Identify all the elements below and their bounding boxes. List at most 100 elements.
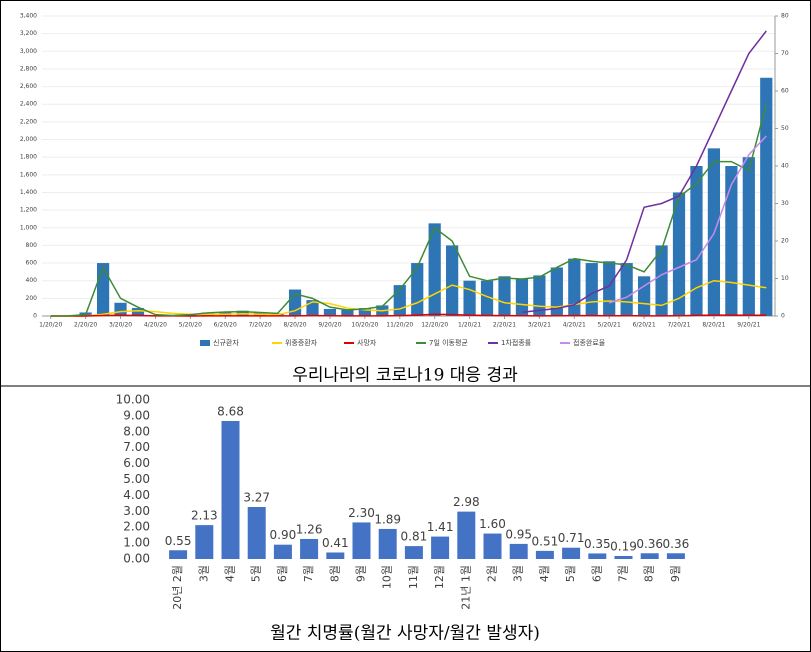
bar xyxy=(96,263,110,316)
value-label: 0.51 xyxy=(532,534,559,548)
x-tick-label: 4월 xyxy=(224,565,237,582)
bar xyxy=(457,511,476,559)
x-tick-label: 3/20/20 xyxy=(109,322,132,329)
value-label: 1.60 xyxy=(479,517,506,531)
y-tick-label: 1,000 xyxy=(20,224,37,231)
x-tick-label: 10/20/20 xyxy=(351,322,378,329)
y2-tick-label: 40 xyxy=(781,163,789,170)
x-tick-label: 2/20/21 xyxy=(493,322,516,329)
legend-label: 접종완료율 xyxy=(573,339,606,347)
y-tick-label: 1,400 xyxy=(20,189,37,196)
y-tick-label: 9.00 xyxy=(123,408,150,422)
x-tick-label: 1/20/20 xyxy=(39,322,62,329)
legend-label: 7일 이동평균 xyxy=(429,338,468,347)
x-tick-label: 12/20/20 xyxy=(421,322,448,329)
value-label: 0.19 xyxy=(610,539,637,553)
bar xyxy=(614,555,633,559)
y-tick-label: 200 xyxy=(26,295,38,302)
bar xyxy=(131,308,145,316)
value-label: 0.36 xyxy=(663,537,690,551)
x-tick-label: 8월 xyxy=(643,565,656,582)
bar xyxy=(690,166,703,316)
bar xyxy=(550,267,563,316)
bar xyxy=(666,553,685,559)
x-tick-label: 10월 xyxy=(381,565,394,589)
bar xyxy=(535,550,554,559)
y-tick-label: 1,600 xyxy=(20,171,37,178)
bar xyxy=(352,522,371,559)
value-label: 0.90 xyxy=(270,528,297,542)
x-tick-label: 5/20/21 xyxy=(598,322,621,329)
value-label: 3.27 xyxy=(243,491,270,505)
x-tick-label: 9월 xyxy=(669,565,682,582)
x-tick-label: 20년 2월 xyxy=(171,565,184,610)
x-tick-label: 7/20/20 xyxy=(249,322,272,329)
x-tick-label: 3월 xyxy=(512,565,525,582)
bar xyxy=(169,550,188,559)
x-tick-label: 9월 xyxy=(355,565,368,582)
x-tick-label: 8/20/21 xyxy=(702,322,725,329)
bar xyxy=(568,258,581,316)
bar xyxy=(562,547,581,559)
x-tick-label: 9/20/21 xyxy=(737,322,760,329)
value-label: 0.35 xyxy=(584,537,611,551)
x-tick-label: 2/20/20 xyxy=(74,322,97,329)
y-tick-label: 4.00 xyxy=(123,488,150,502)
x-tick-label: 4월 xyxy=(538,565,551,582)
bar xyxy=(620,263,633,316)
y-tick-label: 0.00 xyxy=(123,552,150,566)
value-label: 1.41 xyxy=(427,520,454,534)
x-tick-label: 3월 xyxy=(197,565,210,582)
bar xyxy=(247,507,266,559)
bar xyxy=(358,308,371,316)
value-label: 2.13 xyxy=(191,509,218,523)
line xyxy=(50,104,767,317)
y2-tick-label: 80 xyxy=(781,13,789,20)
x-tick-label: 5/20/20 xyxy=(179,322,202,329)
y2-tick-label: 30 xyxy=(781,200,789,207)
bar xyxy=(640,553,659,559)
y2-tick-label: 70 xyxy=(781,50,789,57)
line xyxy=(50,279,767,317)
line xyxy=(521,30,767,313)
y-tick-label: 2,600 xyxy=(20,83,37,90)
y2-tick-label: 20 xyxy=(781,238,789,245)
bar xyxy=(463,280,476,316)
caption: 월간 치명률(월간 사망자/월간 발생자) xyxy=(270,624,540,644)
value-label: 0.81 xyxy=(401,530,428,544)
x-tick-label: 7월 xyxy=(617,565,630,582)
value-label: 1.26 xyxy=(296,522,323,536)
x-tick-label: 4/20/21 xyxy=(563,322,586,329)
legend-label: 사망자 xyxy=(357,338,377,347)
bar xyxy=(515,278,529,316)
bar xyxy=(221,420,240,559)
value-label: 2.30 xyxy=(348,506,375,520)
legend-label: 신규환자 xyxy=(213,338,239,347)
value-label: 0.71 xyxy=(558,531,585,545)
x-tick-label: 21년 1월 xyxy=(459,565,472,610)
bar xyxy=(637,276,651,316)
legend-label: 위중증환자 xyxy=(285,338,318,347)
line xyxy=(608,135,767,304)
bar xyxy=(588,553,607,559)
y-tick-label: 2,200 xyxy=(20,118,37,125)
bar xyxy=(404,546,423,559)
x-tick-label: 2월 xyxy=(486,565,499,582)
bar xyxy=(195,525,214,559)
value-label: 8.68 xyxy=(217,404,244,418)
value-label: 0.41 xyxy=(322,536,349,550)
x-tick-label: 11/20/20 xyxy=(386,322,413,329)
value-label: 0.36 xyxy=(636,537,663,551)
bar xyxy=(323,308,337,316)
y-tick-label: 2,800 xyxy=(20,65,37,72)
x-tick-label: 6/20/21 xyxy=(633,322,656,329)
y-tick-label: 10.00 xyxy=(116,393,150,407)
bar xyxy=(498,276,511,316)
y-tick-label: 1,800 xyxy=(20,154,37,161)
x-tick-label: 6월 xyxy=(590,565,603,582)
y-tick-label: 400 xyxy=(26,277,38,284)
y-tick-label: 2.00 xyxy=(123,520,150,534)
bar xyxy=(411,263,424,316)
